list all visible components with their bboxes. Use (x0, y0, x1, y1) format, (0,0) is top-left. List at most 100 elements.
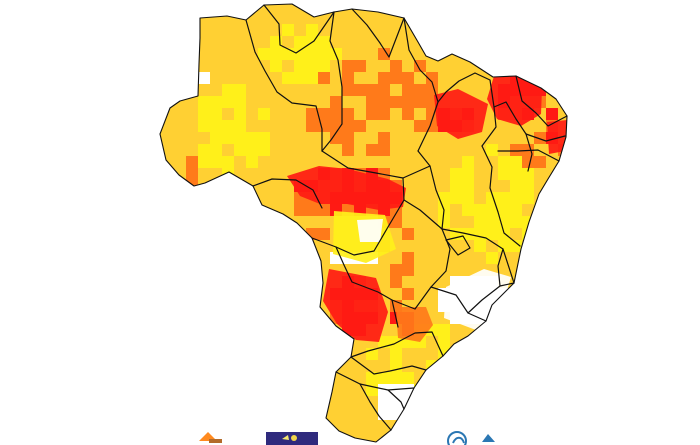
risk-cell (282, 4, 295, 13)
risk-cell (438, 324, 451, 337)
risk-cell (366, 144, 379, 157)
risk-cell (246, 96, 259, 109)
blue-triangle-icon (482, 434, 495, 442)
risk-cell (210, 108, 223, 121)
risk-cell (342, 96, 355, 109)
risk-cell (174, 120, 187, 133)
risk-cell (282, 96, 295, 109)
risk-cell (330, 396, 343, 409)
risk-cell (486, 240, 499, 253)
risk-cell (390, 96, 403, 109)
risk-cell (354, 72, 367, 85)
risk-cell (510, 192, 523, 205)
risk-cell (498, 228, 511, 241)
border-ceara-rn (515, 75, 568, 127)
risk-cell (510, 132, 523, 145)
risk-cell (318, 36, 331, 49)
risk-cell (282, 204, 295, 217)
risk-cell (438, 336, 451, 349)
risk-cell (354, 108, 367, 121)
risk-cell (270, 180, 283, 193)
risk-cell (294, 204, 307, 217)
risk-cell (402, 84, 415, 97)
risk-cell (402, 372, 415, 385)
border-maranhao (437, 72, 497, 147)
risk-cell (282, 48, 295, 61)
risk-cell (210, 36, 223, 49)
risk-cell (258, 144, 271, 157)
risk-cell (474, 84, 487, 97)
risk-cell (378, 408, 391, 421)
risk-cell (318, 216, 331, 229)
risk-cell (222, 48, 235, 61)
risk-cell (378, 120, 391, 133)
risk-cell (258, 192, 271, 205)
risk-cell (318, 144, 331, 157)
risk-cell (330, 12, 343, 25)
risk-cell (510, 216, 523, 229)
border-parana (350, 331, 444, 358)
risk-cell (342, 156, 355, 169)
risk-cell (198, 60, 211, 73)
risk-cell (474, 180, 487, 193)
risk-cell (222, 132, 235, 145)
risk-cell (246, 24, 259, 37)
risk-cell (342, 408, 355, 421)
risk-cell (354, 360, 367, 373)
risk-cell (342, 144, 355, 157)
risk-cell (234, 60, 247, 73)
risk-cell (354, 396, 367, 409)
risk-cell (510, 204, 523, 217)
risk-cell (174, 132, 187, 145)
risk-cell (510, 156, 523, 169)
border-amapa (351, 8, 405, 58)
risk-cell (378, 12, 391, 25)
risk-cell (282, 120, 295, 133)
risk-cell (390, 288, 403, 301)
risk-cell (558, 108, 567, 121)
risk-cell (378, 48, 391, 61)
risk-cell (474, 228, 487, 241)
risk-cell (342, 132, 355, 145)
risk-cell (258, 120, 271, 133)
risk-cell (318, 132, 331, 145)
risk-cell (450, 192, 463, 205)
risk-cell (462, 204, 475, 217)
border-mato-grosso-north (321, 150, 431, 179)
risk-cell (354, 264, 367, 277)
border-roraima (263, 4, 335, 54)
risk-cell (510, 240, 523, 253)
risk-cell (342, 396, 355, 409)
risk-cell (402, 288, 415, 301)
risk-cell (378, 348, 391, 361)
risk-cell (414, 228, 427, 241)
risk-cell (222, 156, 235, 169)
risk-cell (390, 372, 403, 385)
risk-cell (198, 144, 211, 157)
risk-cell (426, 60, 439, 73)
risk-cell (366, 408, 379, 421)
border-mato-grosso-do-sul (335, 246, 399, 328)
risk-cell (462, 168, 475, 181)
risk-cell (234, 72, 247, 85)
risk-cell (378, 24, 391, 37)
risk-cell (270, 108, 283, 121)
risk-cell (330, 408, 343, 421)
risk-cell (330, 156, 343, 169)
risk-cell (414, 348, 427, 361)
risk-cell (450, 204, 463, 217)
risk-cell (306, 108, 319, 121)
risk-cell (354, 384, 367, 397)
risk-cell (294, 156, 307, 169)
right-logo (447, 431, 495, 445)
risk-cell (438, 132, 451, 145)
risk-cell (402, 132, 415, 145)
risk-cell (234, 120, 247, 133)
risk-cell (246, 60, 259, 73)
risk-cell (402, 60, 415, 73)
risk-cell (366, 96, 379, 109)
risk-cell (378, 156, 391, 169)
risk-cell (378, 396, 391, 409)
risk-cell (510, 228, 523, 241)
